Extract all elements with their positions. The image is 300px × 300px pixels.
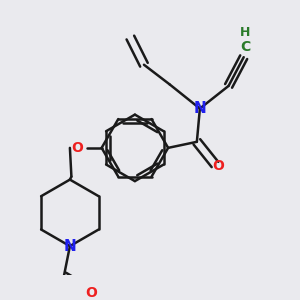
Text: O: O (212, 159, 224, 173)
Text: H: H (240, 26, 250, 39)
Text: N: N (194, 101, 206, 116)
Text: O: O (85, 286, 97, 300)
Text: C: C (240, 40, 250, 54)
Text: N: N (64, 238, 76, 253)
Text: O: O (71, 141, 83, 155)
